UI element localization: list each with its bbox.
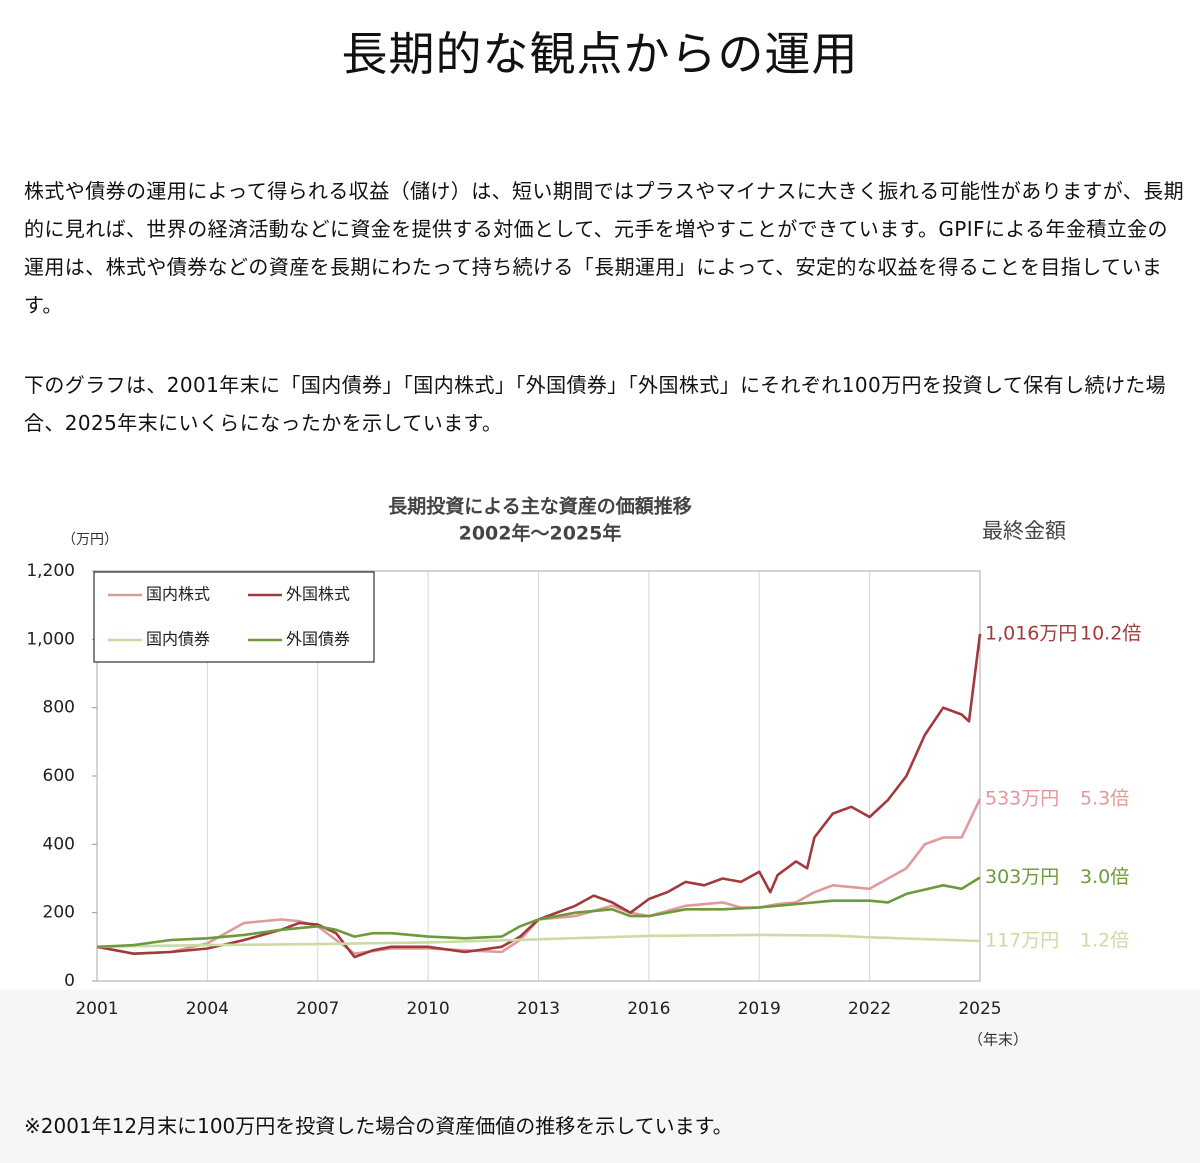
page-heading: 長期的な観点からの運用	[341, 27, 859, 81]
x-tick-label: 2004	[186, 999, 229, 1019]
x-tick-label: 2001	[75, 999, 118, 1019]
legend-label: 外国債券	[286, 630, 350, 649]
legend-label: 外国株式	[286, 585, 350, 604]
end-amount: 303万円	[985, 866, 1059, 888]
x-tick-label: 2013	[517, 999, 560, 1019]
y-tick-label: 0	[64, 971, 75, 991]
end-multiple: 5.3倍	[1080, 787, 1129, 809]
y-tick-label: 200	[43, 903, 75, 923]
x-unit: （年末）	[968, 1031, 1028, 1049]
x-tick-label: 2022	[848, 999, 891, 1019]
series-line	[96, 933, 981, 949]
paragraph: 下のグラフは、2001年末に「国内債券」「国内株式」「外国債券」「外国株式」にそ…	[24, 373, 1167, 435]
x-tick-label: 2025	[958, 999, 1001, 1019]
y-unit: （万円）	[62, 532, 118, 548]
y-tick-label: 1,000	[26, 629, 75, 649]
end-header: 最終金額	[982, 519, 1066, 543]
footnote: ※2001年12月末に100万円を投資した場合の資産価値の推移を示しています。	[24, 1114, 733, 1138]
series-line	[96, 633, 982, 959]
x-tick-label: 2019	[738, 999, 781, 1019]
y-tick-label: 400	[43, 834, 75, 854]
plot-border	[96, 570, 981, 982]
end-multiple: 3.0倍	[1080, 866, 1129, 888]
series-line	[96, 798, 982, 955]
y-tick-label: 1,200	[26, 561, 75, 581]
chart: 長期投資による主な資産の価額推移 2002年～2025年 （万円） （年末） 最…	[26, 495, 1141, 1049]
end-amount: 117万円	[985, 930, 1059, 952]
x-tick-label: 2016	[627, 999, 670, 1019]
x-tick-label: 2007	[296, 999, 339, 1019]
legend-label: 国内株式	[146, 585, 210, 604]
end-multiple: 10.2倍	[1080, 622, 1141, 644]
chart-subtitle: 2002年～2025年	[459, 522, 622, 545]
legend-box	[93, 571, 375, 663]
end-amount: 533万円	[985, 787, 1059, 809]
end-amount: 1,016万円	[985, 622, 1077, 644]
background-band	[0, 990, 1200, 1163]
y-tick-label: 600	[43, 766, 75, 786]
x-tick-label: 2010	[406, 999, 449, 1019]
paragraph: 株式や債券の運用によって得られる収益（儲け）は、短い期間ではプラスやマイナスに大…	[24, 179, 1184, 317]
y-tick-label: 800	[43, 698, 75, 718]
series-line	[96, 876, 981, 949]
chart-title: 長期投資による主な資産の価額推移	[388, 495, 691, 518]
end-multiple: 1.2倍	[1080, 930, 1129, 952]
legend-label: 国内債券	[146, 630, 210, 649]
